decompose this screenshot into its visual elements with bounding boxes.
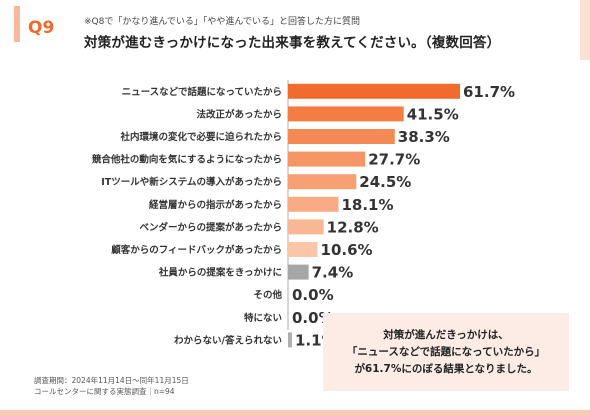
decorative-corner [580,0,590,60]
category-label: 競合他社の動向を気にするようになったから [92,154,282,166]
category-label: 法改正があったから [196,108,282,120]
value-label: 12.8% [327,218,379,236]
value-label: 18.1% [341,196,393,214]
category-label: ベンダーからの提案があったから [139,221,282,233]
value-label: 0.0% [292,286,334,304]
bar [288,196,339,212]
category-label: 特にない [244,312,282,324]
survey-name: コールセンターに関する実態調査｜n=94 [34,387,175,396]
bar [288,151,366,167]
category-label: 社員からの提案をきっかけに [158,267,282,279]
question-number: Q9 [28,18,55,38]
value-label: 41.5% [407,105,459,123]
value-label: 10.6% [321,241,373,259]
bars [288,83,460,348]
callout-line-2: 「ニュースなどで話題になっていたから」 [346,346,546,358]
bar [288,332,292,348]
callout-text: 対策が進んだきっかけは、 「ニュースなどで話題になっていたから」 が61.7%に… [323,327,569,378]
value-label: 24.5% [359,173,411,191]
value-labels: 61.7%41.5% 38.3% 27.7% 24.5% 18.1% 12.8% 10.6%… [292,83,515,350]
value-label: 38.3% [398,128,450,146]
category-label: 顧客からのフィードバックがあったから [111,244,282,256]
category-label: 社内環境の変化で必要に迫られたから [119,131,282,143]
bar [288,219,324,235]
category-label: ITツールや新システムの導入があったから [101,176,282,188]
survey-info: 調査期間：2024年11月14日〜同年11月15日 コールセンターに関する実態調… [34,375,189,397]
category-label: ニュースなどで話題になっていたから [122,86,282,98]
category-label: その他 [253,289,282,301]
value-label: 61.7% [463,83,515,101]
callout-line-1: 対策が進んだきっかけは、 [383,329,509,341]
value-label: 27.7% [368,151,420,169]
bar [288,83,460,99]
bar [288,264,309,280]
bar [288,174,357,190]
bar [288,242,318,257]
bar [288,106,404,122]
decorative-accent-bar [14,6,20,42]
bar [288,129,395,144]
survey-period: 調査期間：2024年11月14日〜同年11月15日 [34,376,189,385]
question-note: ※Q8で「かなり進んでいる」「やや進んでいる」と回答した方に質問 [84,17,360,27]
category-labels: ニュースなどで話題になっていたから法改正があったから社内環境の変化で必要に迫られ… [92,86,283,347]
chart-title: 対策が進むきっかけになった出来事を教えてください。（複数回答） [84,35,501,51]
callout-line-3: が61.7%にのぼる結果となりました。 [354,363,538,375]
value-label: 7.4% [312,264,354,282]
category-label: わからない/答えられない [174,334,282,346]
decorative-bottom-stripe [0,410,590,416]
category-label: 経営層からの指示があったから [149,199,282,211]
summary-callout: 対策が進んだきっかけは、 「ニュースなどで話題になっていたから」 が61.7%に… [323,313,569,391]
